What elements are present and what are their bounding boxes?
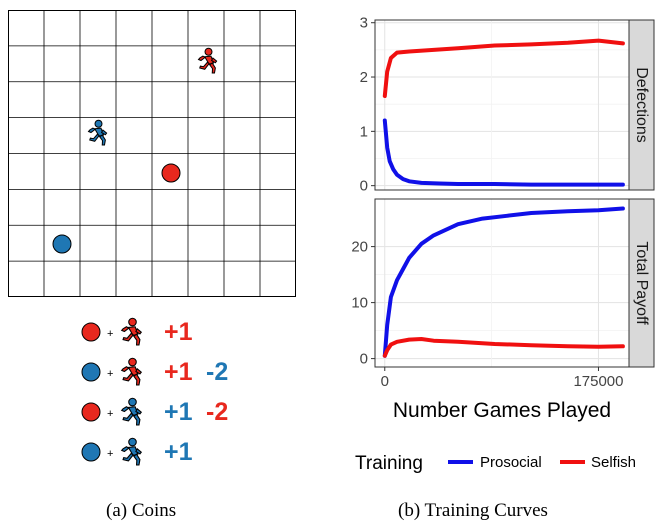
training-curves-chart: 0 1 2 3 Defections 0 10 20 Total Payoff 0 175000 Nu… (351, 15, 655, 474)
panel-border (374, 198, 630, 368)
x-tick-label: 0 (381, 373, 389, 390)
red-coin-icon (81, 402, 101, 422)
y-tick-label: 0 (360, 351, 368, 368)
series-line-selfish (382, 337, 625, 358)
red-runner-icon (120, 317, 143, 346)
payoff-value: +1 (164, 438, 193, 466)
legend-title: Training (355, 453, 423, 474)
coin-game-grid (8, 10, 296, 297)
y-tick-label: 0 (360, 178, 368, 195)
y-tick-label: 1 (360, 123, 368, 140)
payoff-rules: + +1 + +1 -2 + +1 -2 + +1 (80, 316, 300, 476)
series-line-prosocial (382, 206, 625, 358)
x-axis-title: Number Games Played (393, 399, 611, 422)
x-tick-label: 175000 (573, 373, 623, 390)
series-line-selfish (382, 38, 625, 98)
plus-sign: + (107, 448, 113, 460)
payoff-value: +1 (164, 398, 193, 426)
caption-coins: (a) Coins (106, 500, 177, 521)
caption-training-curves: (b) Training Curves (398, 500, 548, 521)
blue-coin-icon (81, 442, 101, 462)
facet-strip-label: Total Payoff (633, 241, 650, 325)
payoff-value: +1 (164, 318, 193, 346)
y-tick-label: 20 (351, 239, 368, 256)
y-tick-label: 3 (360, 15, 368, 32)
plus-sign: + (107, 328, 113, 340)
y-tick-label: 2 (360, 69, 368, 86)
plus-sign: + (107, 408, 113, 420)
blue-coin-icon (52, 234, 72, 254)
blue-runner-icon (120, 437, 143, 466)
legend-label-prosocial: Prosocial (480, 454, 542, 471)
payoff-value: -2 (206, 358, 229, 386)
facet-strip-label: Defections (633, 67, 650, 143)
y-tick-label: 10 (351, 295, 368, 312)
payoff-rule-row: + +1 -2 (80, 396, 300, 436)
red-coin-icon (81, 322, 101, 342)
facet-strip (628, 19, 655, 191)
payoff-rule-row: + +1 (80, 436, 300, 476)
legend-label-selfish: Selfish (591, 454, 636, 471)
payoff-rule-row: + +1 -2 (80, 356, 300, 396)
payoff-value: -2 (206, 398, 229, 426)
blue-coin-icon (81, 362, 101, 382)
red-coin-icon (161, 163, 181, 183)
series-line-prosocial (382, 118, 625, 187)
facet-strip (628, 198, 655, 368)
plus-sign: + (107, 368, 113, 380)
red-runner-icon (120, 357, 143, 386)
payoff-rule-row: + +1 (80, 316, 300, 356)
payoff-value: +1 (164, 358, 193, 386)
blue-runner-icon (87, 119, 108, 146)
red-runner-icon (197, 47, 218, 74)
blue-runner-icon (120, 397, 143, 426)
